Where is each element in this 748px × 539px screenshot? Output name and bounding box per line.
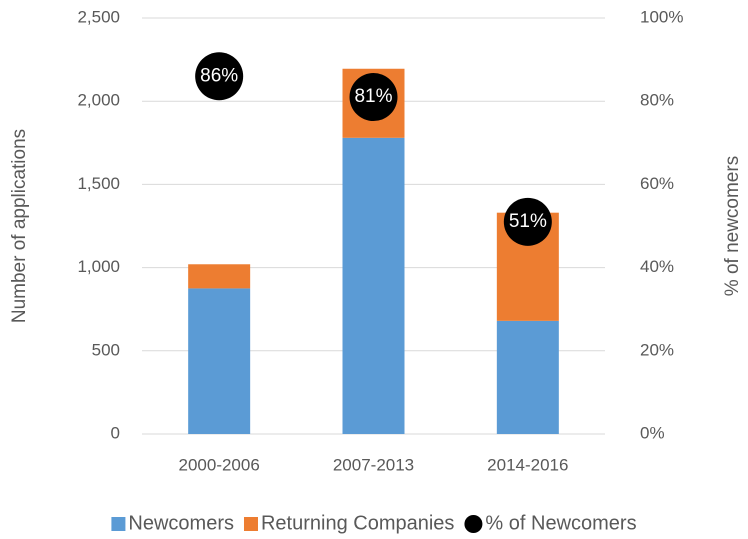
legend-label: % of Newcomers (485, 512, 636, 534)
x-tick-label: 2014-2016 (487, 455, 568, 474)
y2-tick-label: 100% (640, 7, 683, 26)
legend-symbol (243, 517, 258, 531)
y2-tick-label: 20% (640, 340, 674, 359)
y-tick-label: 1,000 (77, 257, 120, 276)
y-axis-title: Number of applications (9, 129, 30, 323)
y2-tick-label: 60% (640, 174, 674, 193)
y-tick-label: 1,500 (77, 174, 120, 193)
legend-symbol (464, 515, 483, 533)
y-tick-label: 2,000 (77, 91, 120, 110)
percent-marker (503, 197, 552, 246)
y2-tick-label: 80% (640, 91, 674, 110)
y-tick-label: 2,500 (77, 7, 120, 26)
y2-tick-label: 40% (640, 257, 674, 276)
bar-segment (496, 320, 559, 434)
x-tick-label: 2000-2006 (179, 455, 260, 474)
x-tick-label: 2007-2013 (333, 455, 414, 474)
legend-label: Newcomers (128, 512, 234, 534)
y2-tick-label: 0% (640, 423, 665, 442)
data-label: 51% (509, 211, 547, 232)
legend-label: Returning Companies (261, 512, 454, 534)
data-label: 81% (354, 86, 392, 107)
bar-segment (188, 264, 251, 289)
percent-marker (195, 52, 244, 101)
legend-symbol (111, 517, 126, 531)
y-tick-label: 0 (111, 423, 120, 442)
y-tick-label: 500 (92, 340, 120, 359)
bar-segment (342, 137, 405, 435)
bar-segment (188, 288, 251, 434)
y2-axis-title: % of newcomers (722, 156, 743, 296)
data-label: 86% (200, 65, 238, 86)
percent-marker (349, 73, 398, 122)
